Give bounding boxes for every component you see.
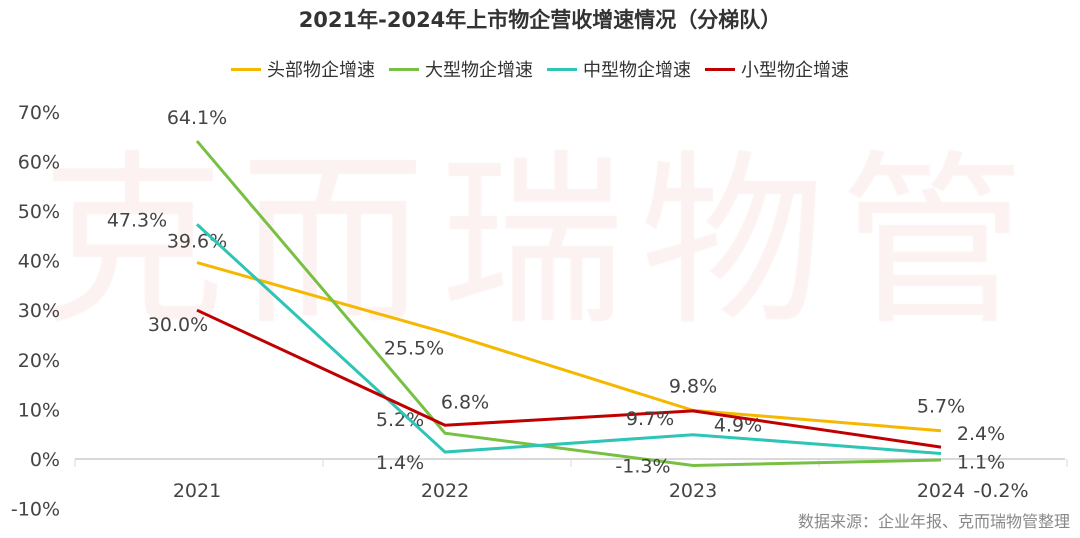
data-label: 39.6%	[167, 231, 227, 253]
x-tick-label: 2023	[669, 480, 717, 502]
data-label: -0.2%	[973, 480, 1028, 502]
y-tick-label: 40%	[18, 251, 60, 273]
legend-label: 中型物企增速	[583, 60, 691, 81]
series-line	[196, 308, 942, 449]
legend-swatch	[389, 67, 419, 71]
data-label: 25.5%	[384, 338, 444, 360]
y-tick-label: 70%	[18, 102, 60, 124]
data-label: 9.8%	[669, 375, 717, 397]
y-tick-label: 30%	[18, 300, 60, 322]
legend-label: 小型物企增速	[741, 60, 849, 81]
x-tick-label: 2021	[173, 480, 221, 502]
y-tick-label: 10%	[18, 399, 60, 421]
chart-title: 2021年-2024年上市物企营收增速情况（分梯队）	[298, 8, 782, 32]
data-label: 1.1%	[957, 452, 1005, 474]
data-label: 5.7%	[917, 396, 965, 418]
source-note: 数据来源：企业年报、克而瑞物管整理	[797, 512, 1070, 531]
x-tick-label: 2022	[421, 480, 469, 502]
series-line	[195, 140, 942, 467]
series-line	[195, 223, 942, 456]
data-label: 1.4%	[376, 452, 424, 474]
legend-swatch	[547, 67, 577, 71]
data-label: 6.8%	[441, 391, 489, 413]
y-tick-label: 20%	[18, 350, 60, 372]
y-tick-label: 60%	[18, 151, 60, 173]
legend-item: 大型物企增速	[389, 56, 533, 82]
legend-swatch	[705, 67, 735, 71]
x-tick-label: 2024	[917, 480, 965, 502]
legend: 头部物企增速 大型物企增速 中型物企增速 小型物企增速	[0, 56, 1080, 82]
series-line	[196, 261, 942, 433]
y-tick-label: 0%	[30, 449, 60, 471]
data-label: 64.1%	[167, 107, 227, 129]
legend-swatch	[231, 67, 261, 71]
legend-item: 小型物企增速	[705, 56, 849, 82]
legend-item: 中型物企增速	[547, 56, 691, 82]
legend-item: 头部物企增速	[231, 56, 375, 82]
legend-label: 大型物企增速	[425, 60, 533, 81]
y-tick-label: -10%	[11, 499, 60, 521]
data-label: 30.0%	[148, 314, 208, 336]
legend-label: 头部物企增速	[267, 60, 375, 81]
data-label: 47.3%	[107, 209, 167, 231]
y-tick-label: 50%	[18, 201, 60, 223]
data-label: 5.2%	[376, 409, 424, 431]
data-label: 2.4%	[957, 423, 1005, 445]
data-label: -1.3%	[615, 455, 670, 477]
data-label: 9.7%	[626, 408, 674, 430]
